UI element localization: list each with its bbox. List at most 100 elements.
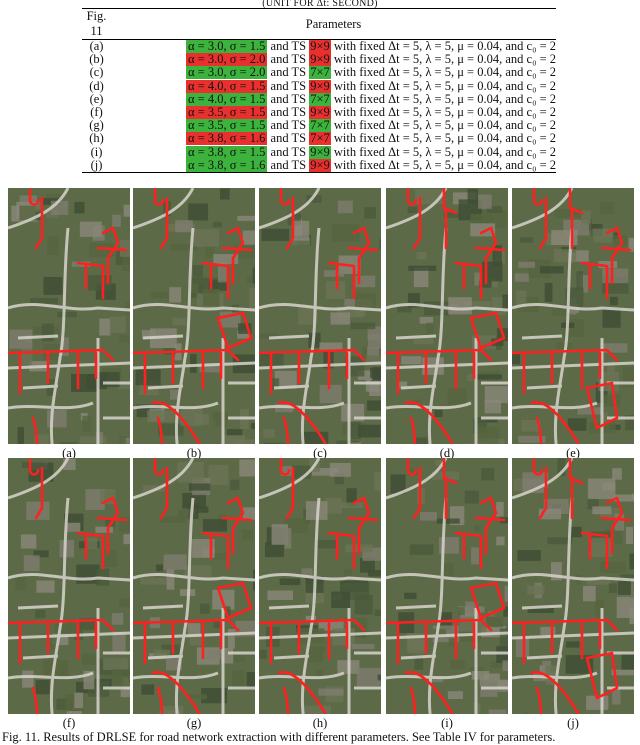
- aerial-image: [259, 458, 381, 714]
- alpha-sigma-highlight: α = 3.0, σ = 2.0: [186, 53, 267, 66]
- alpha-sigma-highlight: α = 3.8, σ = 1.6: [186, 159, 267, 172]
- and-ts-text: and TS: [271, 92, 307, 106]
- row-params: α = 3.8, σ = 1.5 and TS 9×9 with fixed Δ…: [111, 146, 556, 159]
- table-row: (d)α = 4.0, σ = 1.5 and TS 9×9 with fixe…: [82, 80, 556, 93]
- panel-label: (g): [133, 716, 255, 731]
- aerial-image-panel: [133, 458, 255, 714]
- row-fig-label: (d): [82, 80, 111, 93]
- row-fig-label: (j): [82, 159, 111, 173]
- aerial-image-panel: [386, 458, 508, 714]
- and-ts-text: and TS: [271, 131, 307, 145]
- aerial-image-panel: [259, 458, 381, 714]
- row-params: α = 3.0, σ = 2.0 and TS 7×7 with fixed Δ…: [111, 66, 556, 79]
- header-fig: Fig. 11: [82, 9, 111, 40]
- aerial-image-panel: [259, 188, 381, 444]
- row-params: α = 3.5, σ = 1.5 and TS 7×7 with fixed Δ…: [111, 119, 556, 132]
- header-params: Parameters: [111, 9, 556, 40]
- fixed-params-text: with fixed Δt = 5, λ = 5, μ = 0.04, and …: [334, 118, 556, 132]
- ts-highlight: 7×7: [309, 132, 331, 145]
- alpha-sigma-highlight: α = 3.5, σ = 1.5: [186, 119, 267, 132]
- and-ts-text: and TS: [271, 65, 307, 79]
- fixed-params-text: with fixed Δt = 5, λ = 5, μ = 0.04, and …: [334, 158, 556, 172]
- fixed-params-text: with fixed Δt = 5, λ = 5, μ = 0.04, and …: [334, 131, 556, 145]
- table-row: (j)α = 3.8, σ = 1.6 and TS 9×9 with fixe…: [82, 159, 556, 173]
- row-params: α = 3.5, σ = 1.5 and TS 9×9 with fixed Δ…: [111, 106, 556, 119]
- fixed-params-text: with fixed Δt = 5, λ = 5, μ = 0.04, and …: [334, 145, 556, 159]
- aerial-image: [259, 188, 381, 444]
- ts-highlight: 9×9: [309, 146, 331, 159]
- ts-highlight: 9×9: [309, 80, 331, 93]
- row-fig-label: (h): [82, 132, 111, 145]
- table-row: (b)α = 3.0, σ = 2.0 and TS 9×9 with fixe…: [82, 53, 556, 66]
- row-fig-label: (a): [82, 40, 111, 54]
- table-row: (f)α = 3.5, σ = 1.5 and TS 9×9 with fixe…: [82, 106, 556, 119]
- aerial-image-panel: [386, 188, 508, 444]
- aerial-image-panel: [133, 188, 255, 444]
- aerial-image: [133, 458, 255, 714]
- row-fig-label: (g): [82, 119, 111, 132]
- aerial-image: [386, 188, 508, 444]
- table-row: (e)α = 4.0, σ = 1.5 and TS 7×7 with fixe…: [82, 93, 556, 106]
- ts-highlight: 9×9: [309, 106, 331, 119]
- fixed-params-text: with fixed Δt = 5, λ = 5, μ = 0.04, and …: [334, 105, 556, 119]
- ts-highlight: 7×7: [309, 119, 331, 132]
- table-row: (a)α = 3.0, σ = 1.5 and TS 9×9 with fixe…: [82, 40, 556, 54]
- fixed-params-text: with fixed Δt = 5, λ = 5, μ = 0.04, and …: [334, 65, 556, 79]
- aerial-image-panel: [8, 188, 130, 444]
- panel-label: (f): [8, 716, 130, 731]
- row-fig-label: (i): [82, 146, 111, 159]
- table-row: (i)α = 3.8, σ = 1.5 and TS 9×9 with fixe…: [82, 146, 556, 159]
- table-header-row: Fig. 11 Parameters: [82, 9, 556, 40]
- panel-label: (j): [512, 716, 634, 731]
- parameter-table: Fig. 11 Parameters (a)α = 3.0, σ = 1.5 a…: [82, 8, 556, 173]
- row-params: α = 3.8, σ = 1.6 and TS 7×7 with fixed Δ…: [111, 132, 556, 145]
- row-params: α = 3.0, σ = 2.0 and TS 9×9 with fixed Δ…: [111, 53, 556, 66]
- ts-highlight: 9×9: [309, 53, 331, 66]
- and-ts-text: and TS: [271, 39, 307, 53]
- alpha-sigma-highlight: α = 4.0, σ = 1.5: [186, 93, 267, 106]
- table-row: (h)α = 3.8, σ = 1.6 and TS 7×7 with fixe…: [82, 132, 556, 145]
- ts-highlight: 7×7: [309, 93, 331, 106]
- alpha-sigma-highlight: α = 3.0, σ = 2.0: [186, 66, 267, 79]
- aerial-image: [386, 458, 508, 714]
- aerial-image: [8, 458, 130, 714]
- row-fig-label: (b): [82, 53, 111, 66]
- and-ts-text: and TS: [271, 79, 307, 93]
- row-fig-label: (f): [82, 106, 111, 119]
- and-ts-text: and TS: [271, 105, 307, 119]
- aerial-image: [8, 188, 130, 444]
- ts-highlight: 7×7: [309, 66, 331, 79]
- aerial-image-panel: [512, 458, 634, 714]
- row-params: α = 4.0, σ = 1.5 and TS 7×7 with fixed Δ…: [111, 93, 556, 106]
- fixed-params-text: with fixed Δt = 5, λ = 5, μ = 0.04, and …: [334, 39, 556, 53]
- row-fig-label: (e): [82, 93, 111, 106]
- panel-label: (h): [259, 716, 381, 731]
- panel-label: (i): [386, 716, 508, 731]
- fixed-params-text: with fixed Δt = 5, λ = 5, μ = 0.04, and …: [334, 92, 556, 106]
- fixed-params-text: with fixed Δt = 5, λ = 5, μ = 0.04, and …: [334, 52, 556, 66]
- alpha-sigma-highlight: α = 3.5, σ = 1.5: [186, 106, 267, 119]
- alpha-sigma-highlight: α = 3.0, σ = 1.5: [186, 40, 267, 53]
- and-ts-text: and TS: [271, 52, 307, 66]
- row-fig-label: (c): [82, 66, 111, 79]
- figure-caption: Fig. 11. Results of DRLSE for road netwo…: [2, 730, 555, 745]
- row-params: α = 3.8, σ = 1.6 and TS 9×9 with fixed Δ…: [111, 159, 556, 173]
- fixed-params-text: with fixed Δt = 5, λ = 5, μ = 0.04, and …: [334, 79, 556, 93]
- aerial-image: [133, 188, 255, 444]
- and-ts-text: and TS: [271, 118, 307, 132]
- aerial-image-panel: [512, 188, 634, 444]
- row-params: α = 3.0, σ = 1.5 and TS 9×9 with fixed Δ…: [111, 40, 556, 54]
- alpha-sigma-highlight: α = 3.8, σ = 1.5: [186, 146, 267, 159]
- aerial-image: [512, 188, 634, 444]
- and-ts-text: and TS: [271, 145, 307, 159]
- ts-highlight: 9×9: [309, 159, 331, 172]
- alpha-sigma-highlight: α = 4.0, σ = 1.5: [186, 80, 267, 93]
- and-ts-text: and TS: [271, 158, 307, 172]
- row-params: α = 4.0, σ = 1.5 and TS 9×9 with fixed Δ…: [111, 80, 556, 93]
- aerial-image-panel: [8, 458, 130, 714]
- alpha-sigma-highlight: α = 3.8, σ = 1.6: [186, 132, 267, 145]
- aerial-image: [512, 458, 634, 714]
- table-row: (c)α = 3.0, σ = 2.0 and TS 7×7 with fixe…: [82, 66, 556, 79]
- table-row: (g)α = 3.5, σ = 1.5 and TS 7×7 with fixe…: [82, 119, 556, 132]
- ts-highlight: 9×9: [309, 40, 331, 53]
